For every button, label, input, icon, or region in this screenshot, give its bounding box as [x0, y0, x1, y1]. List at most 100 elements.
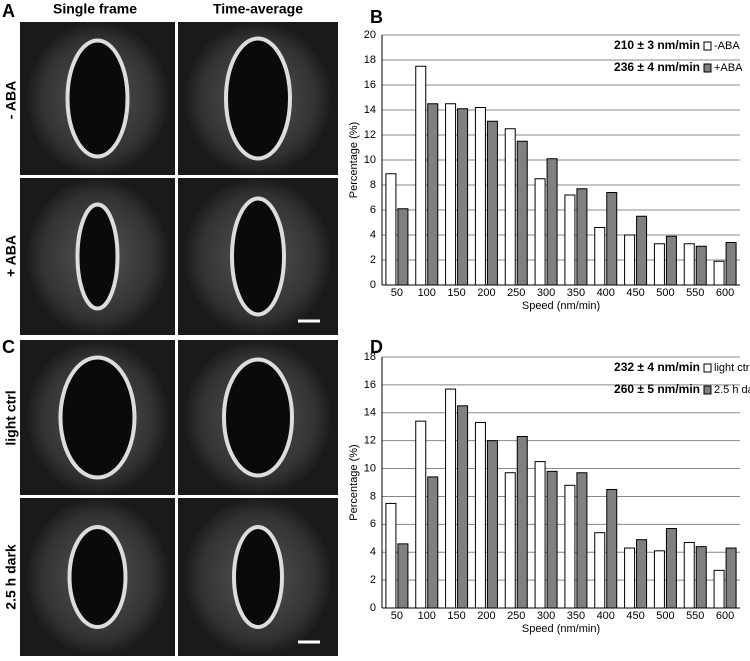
- legend-swatch: [703, 385, 712, 395]
- x-tick-label: 600: [716, 287, 734, 299]
- bar: [427, 103, 439, 286]
- y-tick-label: 10: [364, 154, 376, 166]
- legend-label: light ctrl: [714, 362, 750, 374]
- x-tick-label: 600: [716, 610, 734, 622]
- bar: [683, 541, 695, 609]
- panel-label: D: [370, 337, 383, 357]
- bar: [415, 420, 427, 609]
- x-tick-label: 50: [391, 287, 403, 299]
- bar: [636, 539, 648, 609]
- bar: [606, 192, 618, 286]
- bar: [636, 215, 648, 286]
- x-tick-label: 500: [656, 610, 674, 622]
- pore-ring: [232, 525, 284, 629]
- y-tick-label: 0: [370, 602, 376, 614]
- bar: [594, 227, 606, 286]
- pore-ring: [75, 202, 120, 311]
- y-tick-label: 18: [364, 54, 376, 66]
- bar: [653, 550, 665, 609]
- y-tick-label: 14: [364, 104, 376, 116]
- legend-swatch: [703, 363, 712, 373]
- y-tick-label: 2: [370, 254, 376, 266]
- legend-stat: 236 ± 4 nm/min: [614, 60, 700, 74]
- x-tick-label: 100: [418, 287, 436, 299]
- bar: [504, 472, 516, 609]
- bar: [564, 484, 576, 609]
- y-tick-label: 16: [364, 379, 376, 391]
- bar: [695, 245, 707, 286]
- x-axis-label: Speed (nm/min): [522, 623, 600, 635]
- x-tick-label: 550: [686, 610, 704, 622]
- bar: [683, 243, 695, 286]
- y-tick-label: 18: [364, 351, 376, 363]
- x-axis-label: Speed (nm/min): [522, 300, 600, 312]
- legend-swatch: [703, 41, 712, 51]
- pore-ring: [65, 38, 130, 159]
- row-label: - ABA: [3, 81, 19, 119]
- legend-stat: 232 ± 4 nm/min: [614, 360, 700, 374]
- y-tick-label: 6: [370, 518, 376, 530]
- bar: [713, 569, 725, 609]
- bar: [385, 502, 397, 609]
- bar: [457, 405, 469, 609]
- y-tick-label: 6: [370, 204, 376, 216]
- legend-stat: 260 ± 5 nm/min: [614, 382, 700, 396]
- bar: [594, 532, 606, 609]
- x-tick-label: 200: [477, 287, 495, 299]
- pore-ring: [222, 357, 294, 478]
- bar: [564, 194, 576, 286]
- x-tick-label: 150: [447, 287, 465, 299]
- column-header: Single frame: [53, 1, 137, 17]
- bar: [725, 547, 737, 609]
- x-tick-label: 500: [656, 287, 674, 299]
- bar: [665, 235, 677, 286]
- x-tick-label: 50: [391, 610, 403, 622]
- bar: [427, 476, 439, 609]
- y-tick-label: 2: [370, 574, 376, 586]
- x-tick-label: 550: [686, 287, 704, 299]
- row-label: + ABA: [3, 235, 19, 277]
- bar: [385, 173, 397, 286]
- y-tick-label: 4: [370, 229, 376, 241]
- bar: [695, 546, 707, 609]
- bar: [516, 435, 528, 609]
- legend-label: +ABA: [714, 62, 743, 74]
- y-tick-label: 4: [370, 546, 376, 558]
- bar: [486, 120, 498, 286]
- micrographs: [20, 22, 338, 656]
- bar: [534, 461, 546, 609]
- y-tick-label: 16: [364, 79, 376, 91]
- x-tick-label: 350: [567, 610, 585, 622]
- legend-label: 2.5 h dark: [714, 384, 750, 396]
- bar: [576, 472, 588, 609]
- legend-label: -ABA: [714, 40, 740, 52]
- bar: [665, 528, 677, 609]
- panel-label: B: [370, 7, 383, 27]
- x-tick-label: 250: [507, 287, 525, 299]
- bar: [445, 103, 457, 286]
- x-tick-label: 100: [418, 610, 436, 622]
- x-tick-label: 200: [477, 610, 495, 622]
- bar: [474, 422, 486, 609]
- x-tick-label: 300: [537, 287, 555, 299]
- bar: [445, 388, 457, 609]
- y-axis-label: Percentage (%): [348, 444, 360, 520]
- x-tick-label: 450: [626, 610, 644, 622]
- bar: [606, 488, 618, 609]
- bar: [534, 178, 546, 286]
- y-tick-label: 0: [370, 279, 376, 291]
- x-tick-label: 150: [447, 610, 465, 622]
- bar: [397, 208, 409, 286]
- y-tick-label: 8: [370, 490, 376, 502]
- bar: [624, 547, 636, 609]
- legend-swatch: [703, 63, 712, 73]
- x-tick-label: 450: [626, 287, 644, 299]
- bar: [397, 543, 409, 609]
- bar: [576, 188, 588, 286]
- bar: [546, 470, 558, 609]
- pore-ring: [230, 196, 286, 317]
- bar: [653, 243, 665, 286]
- bar: [725, 242, 737, 286]
- x-tick-label: 300: [537, 610, 555, 622]
- panel-label: C: [2, 337, 15, 357]
